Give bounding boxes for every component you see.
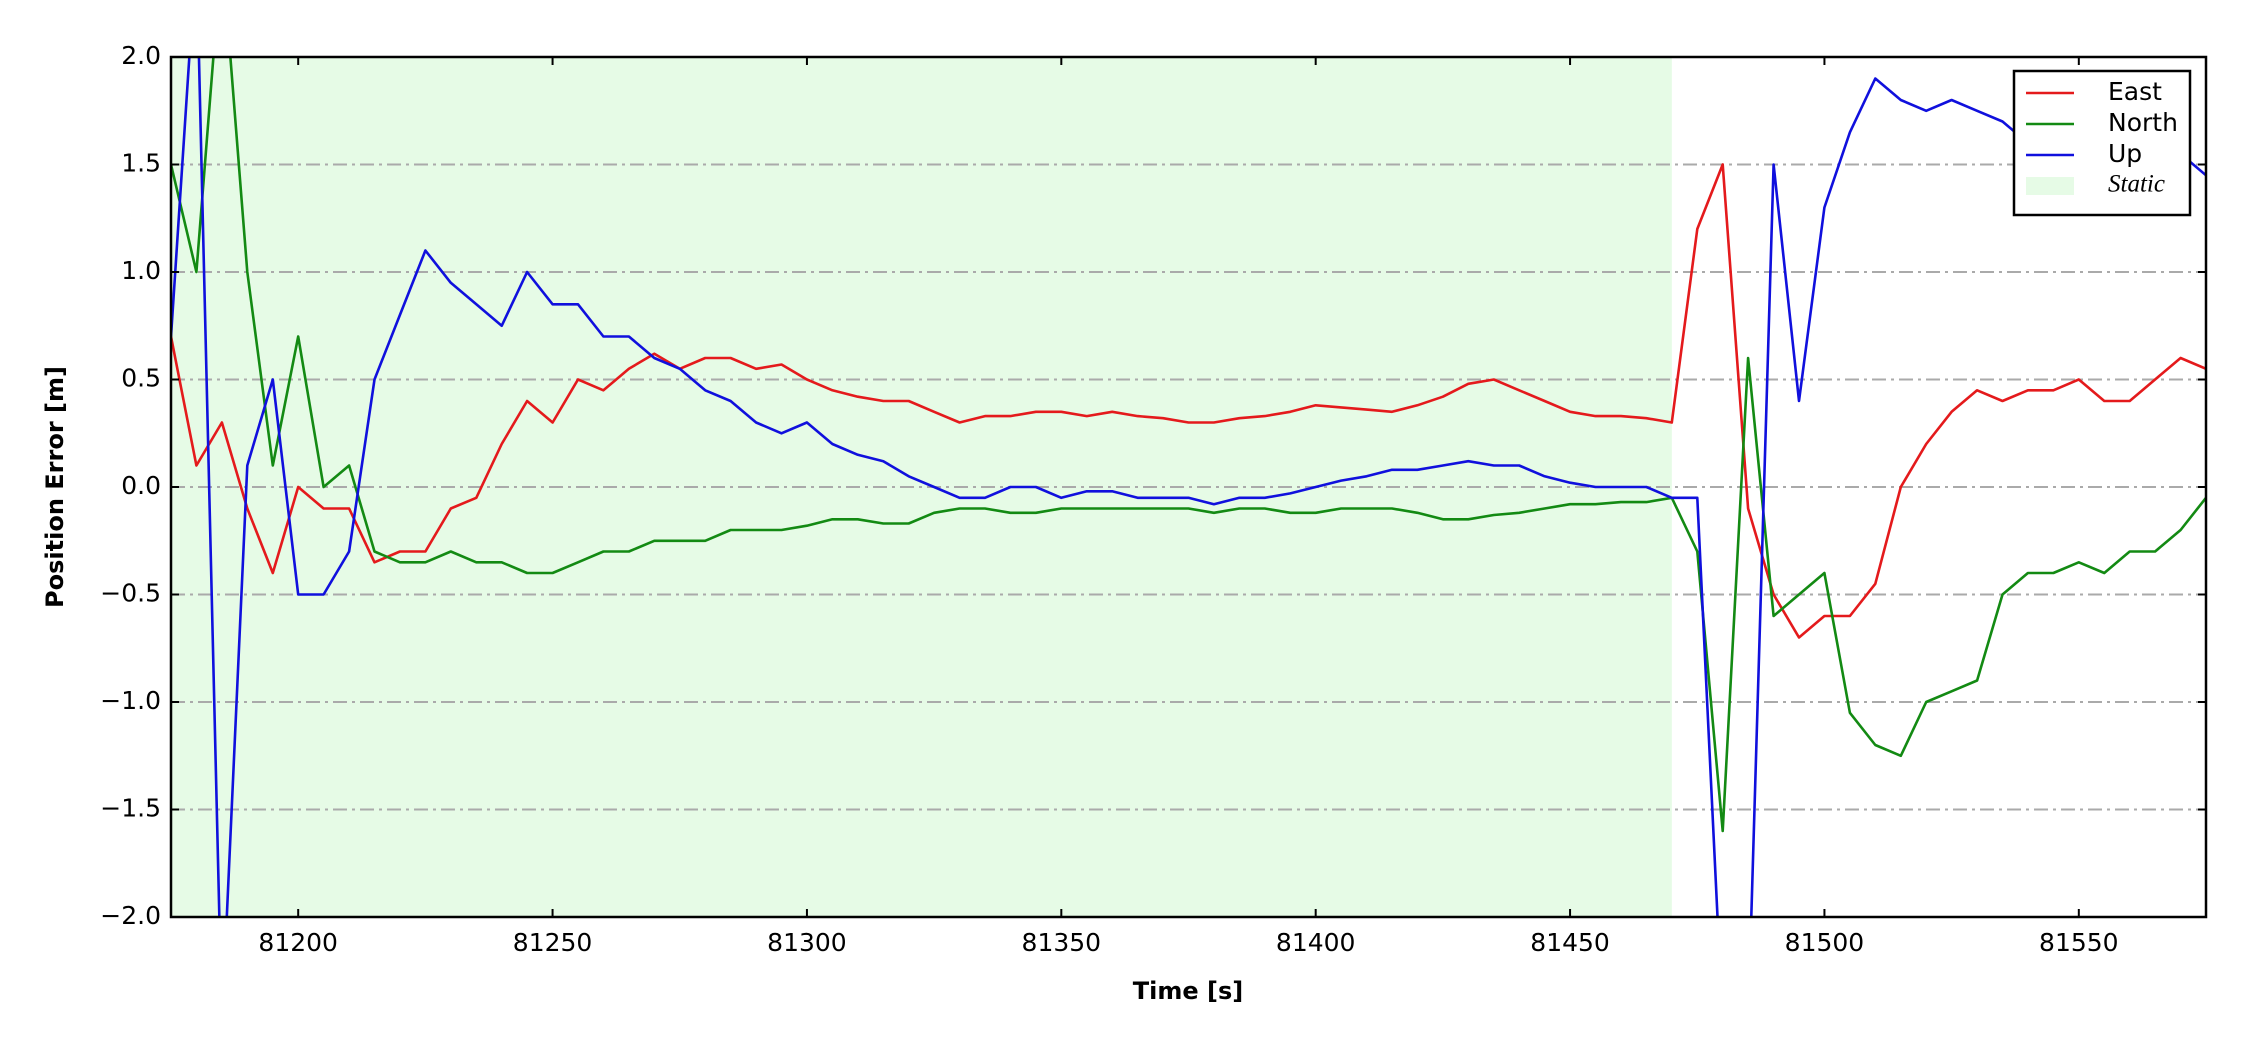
plot-frame xyxy=(169,55,2208,919)
y-axis-label: Position Error [m] xyxy=(41,366,69,608)
x-tick-label: 81550 xyxy=(2039,928,2119,957)
y-tick-label: 1.5 xyxy=(121,149,161,178)
x-tick-label: 81500 xyxy=(1785,928,1865,957)
legend-label: Up xyxy=(2108,139,2142,168)
y-tick-label: 2.0 xyxy=(121,41,161,70)
y-tick-label: 0.0 xyxy=(121,471,161,500)
legend-label: North xyxy=(2108,108,2178,137)
y-tick-label: −2.0 xyxy=(100,901,161,930)
y-tick-label: 1.0 xyxy=(121,256,161,285)
x-tick-label: 81200 xyxy=(258,928,338,957)
x-tick-label: 81350 xyxy=(1022,928,1102,957)
x-tick-label: 81400 xyxy=(1276,928,1356,957)
plot-area xyxy=(171,57,2206,917)
legend-swatch xyxy=(2026,177,2074,195)
y-tick-label: −0.5 xyxy=(100,579,161,608)
series-line xyxy=(171,163,2206,639)
x-tick-label: 81250 xyxy=(513,928,593,957)
y-tick-label: −1.5 xyxy=(100,794,161,823)
x-tick-label: 81450 xyxy=(1530,928,1610,957)
x-axis-label: Time [s] xyxy=(1133,977,1243,1005)
series-line xyxy=(171,57,2206,833)
series-line xyxy=(171,57,2206,917)
legend-label: East xyxy=(2108,77,2162,106)
y-tick-label: 0.5 xyxy=(121,364,161,393)
y-tick-label: −1.0 xyxy=(100,686,161,715)
x-tick-label: 81300 xyxy=(767,928,847,957)
legend-label: Static xyxy=(2108,171,2165,198)
